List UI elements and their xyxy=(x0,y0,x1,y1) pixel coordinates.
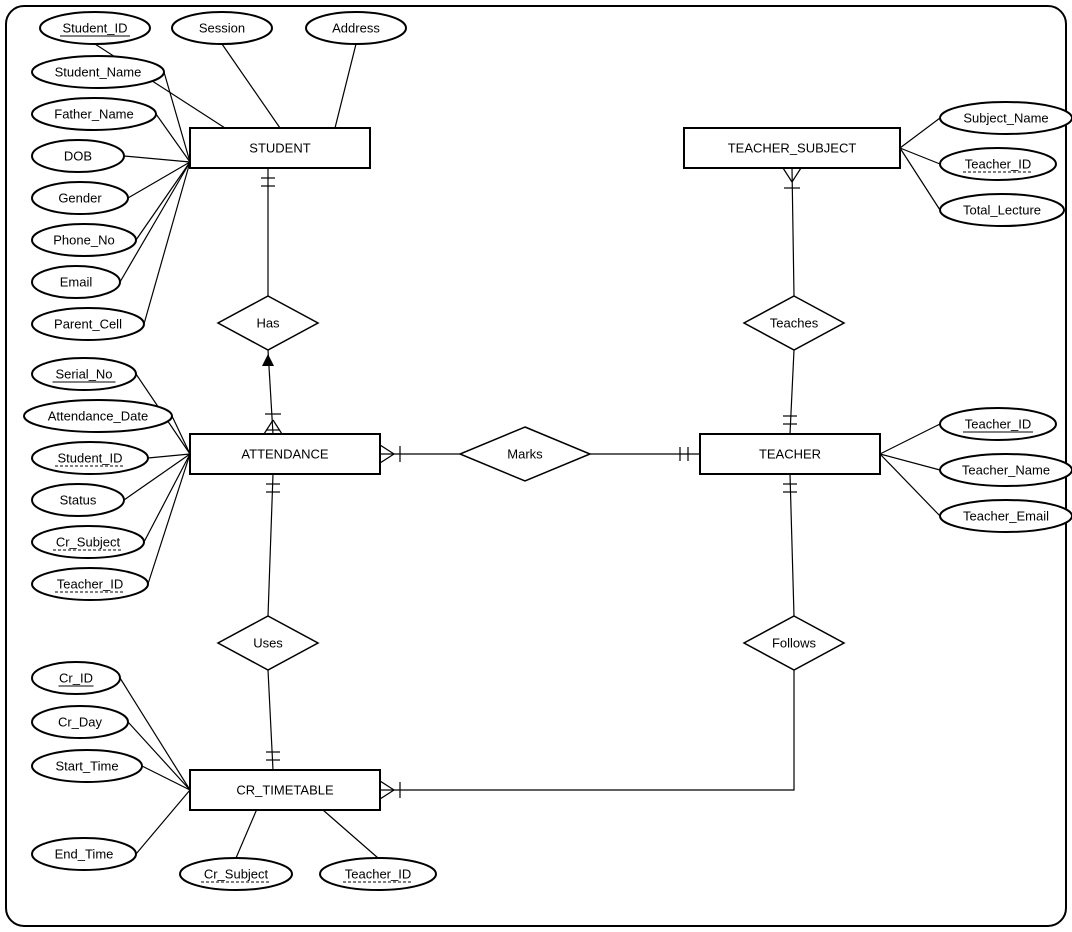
arrow-icon xyxy=(262,354,274,366)
relationship-follows-label: Follows xyxy=(772,635,817,650)
attr-student_attrs-8-label: Email xyxy=(60,274,93,289)
relationship-teaches-label: Teaches xyxy=(770,315,819,330)
entity-cr_timetable-label: CR_TIMETABLE xyxy=(236,782,334,797)
relationship-uses-label: Uses xyxy=(253,635,283,650)
entity-teacher-label: TEACHER xyxy=(759,446,821,461)
attr-attendance_attrs-2-label: Student_ID xyxy=(57,450,122,465)
attr-student_attrs-5-label: DOB xyxy=(64,148,92,163)
attr-attendance_attrs-3-label: Status xyxy=(60,492,97,507)
attr-student_attrs-1-label: Session xyxy=(199,20,245,35)
attr-teacher_attrs-2-label: Teacher_Email xyxy=(963,508,1049,523)
attr-attendance_attrs-0-label: Serial_No xyxy=(55,366,112,381)
relationship-marks-label: Marks xyxy=(507,446,543,461)
attr-cr_timetable_attrs-5-label: Teacher_ID xyxy=(345,866,411,881)
attr-teacher_subject_attrs-1-label: Teacher_ID xyxy=(965,156,1031,171)
entity-student-label: STUDENT xyxy=(249,140,310,155)
attr-cr_timetable_attrs-2-label: Start_Time xyxy=(55,758,118,773)
attr-teacher_attrs-0-label: Teacher_ID xyxy=(965,416,1031,431)
attr-cr_timetable_attrs-1-label: Cr_Day xyxy=(58,714,103,729)
attr-attendance_attrs-5-label: Teacher_ID xyxy=(57,576,123,591)
relationship-has-label: Has xyxy=(256,315,280,330)
er-diagram: STUDENT TEACHER_SUBJECT ATTENDANCE TEACHER C… xyxy=(0,0,1072,932)
attr-student_attrs-4-label: Father_Name xyxy=(54,106,133,121)
entity-teacher_subject-label: TEACHER_SUBJECT xyxy=(728,140,857,155)
attr-cr_timetable_attrs-4-label: Cr_Subject xyxy=(204,866,269,881)
attr-student_attrs-7-label: Phone_No xyxy=(53,232,114,247)
attr-attendance_attrs-4-label: Cr_Subject xyxy=(56,534,121,549)
attr-student_attrs-9-label: Parent_Cell xyxy=(54,316,122,331)
entity-attendance-label: ATTENDANCE xyxy=(241,446,328,461)
attr-teacher_attrs-1-label: Teacher_Name xyxy=(962,462,1050,477)
attr-teacher_subject_attrs-0-label: Subject_Name xyxy=(963,110,1048,125)
attr-student_attrs-2-label: Address xyxy=(332,20,380,35)
attr-student_attrs-6-label: Gender xyxy=(58,190,102,205)
attr-cr_timetable_attrs-3-label: End_Time xyxy=(55,846,114,861)
attr-teacher_subject_attrs-2-label: Total_Lecture xyxy=(963,202,1041,217)
attr-student_attrs-3-label: Student_Name xyxy=(55,64,142,79)
attr-student_attrs-0-label: Student_ID xyxy=(62,20,127,35)
attr-cr_timetable_attrs-0-label: Cr_ID xyxy=(59,670,93,685)
attr-attendance_attrs-1-label: Attendance_Date xyxy=(48,408,148,423)
shapes-layer: STUDENT TEACHER_SUBJECT ATTENDANCE TEACHER C… xyxy=(24,12,1072,890)
